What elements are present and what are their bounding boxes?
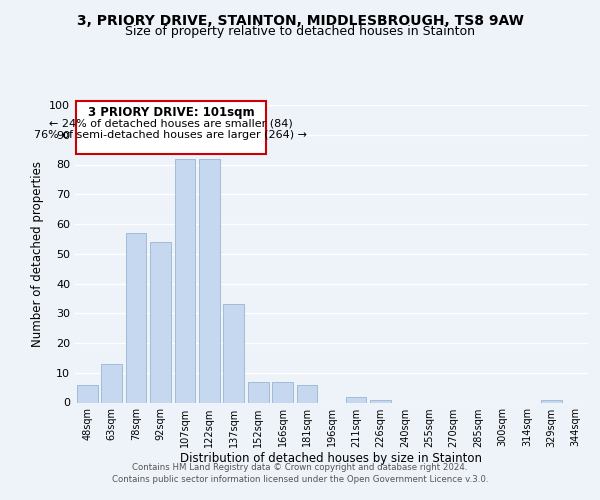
Bar	[199, 158, 220, 402]
Bar	[77, 384, 98, 402]
Text: 3, PRIORY DRIVE, STAINTON, MIDDLESBROUGH, TS8 9AW: 3, PRIORY DRIVE, STAINTON, MIDDLESBROUGH…	[77, 14, 523, 28]
X-axis label: Distribution of detached houses by size in Stainton: Distribution of detached houses by size …	[181, 452, 482, 466]
Bar	[296, 384, 317, 402]
Text: 76% of semi-detached houses are larger (264) →: 76% of semi-detached houses are larger (…	[34, 130, 307, 140]
Bar	[223, 304, 244, 402]
FancyBboxPatch shape	[76, 100, 266, 154]
Text: 3 PRIORY DRIVE: 101sqm: 3 PRIORY DRIVE: 101sqm	[88, 106, 254, 120]
Bar	[175, 158, 196, 402]
Text: Size of property relative to detached houses in Stainton: Size of property relative to detached ho…	[125, 25, 475, 38]
Text: ← 24% of detached houses are smaller (84): ← 24% of detached houses are smaller (84…	[49, 118, 293, 128]
Bar	[272, 382, 293, 402]
Bar	[346, 396, 367, 402]
Text: Contains HM Land Registry data © Crown copyright and database right 2024.: Contains HM Land Registry data © Crown c…	[132, 464, 468, 472]
Y-axis label: Number of detached properties: Number of detached properties	[31, 161, 44, 347]
Bar	[101, 364, 122, 403]
Bar	[125, 233, 146, 402]
Bar	[370, 400, 391, 402]
Bar	[248, 382, 269, 402]
Bar	[541, 400, 562, 402]
Text: Contains public sector information licensed under the Open Government Licence v.: Contains public sector information licen…	[112, 474, 488, 484]
Bar	[150, 242, 171, 402]
